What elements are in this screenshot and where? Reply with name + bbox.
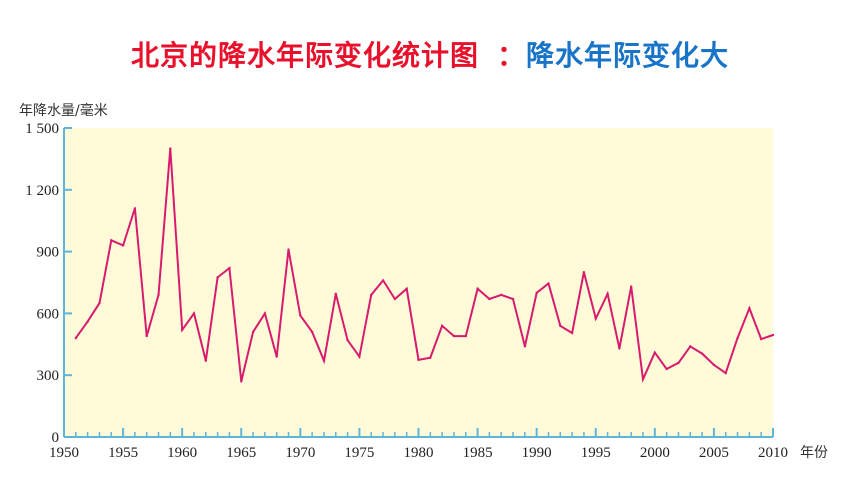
data-point — [287, 248, 290, 251]
x-tick-label: 1980 — [404, 445, 434, 461]
data-point — [405, 287, 408, 290]
y-tick-label: 600 — [37, 306, 60, 322]
data-point — [724, 371, 727, 375]
x-tick-label: 1955 — [108, 445, 138, 461]
x-tick-label: 1975 — [344, 445, 374, 461]
data-point — [145, 334, 148, 338]
data-point — [192, 312, 196, 315]
data-point — [216, 276, 219, 279]
data-point — [488, 297, 491, 301]
x-tick-label: 1960 — [167, 445, 197, 461]
x-tick-label: 2010 — [758, 445, 788, 461]
data-point — [381, 279, 385, 282]
data-point — [547, 282, 550, 285]
data-point — [98, 301, 101, 305]
y-tick-label: 0 — [52, 430, 60, 446]
x-tick-label: 1970 — [285, 445, 315, 461]
title-main: 北京的降水年际变化统计图 — [130, 39, 479, 72]
data-point — [559, 324, 562, 327]
data-point — [240, 380, 243, 383]
data-point — [322, 359, 326, 362]
data-point — [748, 307, 751, 310]
data-point — [74, 336, 78, 340]
data-point — [204, 359, 207, 362]
data-point — [464, 334, 467, 338]
data-point — [689, 345, 692, 348]
data-point — [523, 345, 527, 348]
data-point — [653, 351, 657, 354]
data-point — [275, 355, 278, 358]
data-point — [535, 291, 538, 294]
data-point — [618, 347, 621, 350]
y-tick-label: 900 — [37, 245, 60, 261]
data-point — [157, 293, 160, 297]
y-tick-label: 1 500 — [25, 121, 59, 137]
data-point — [228, 266, 231, 270]
data-point — [86, 320, 89, 323]
title-separator: ： — [496, 39, 526, 72]
data-point — [370, 293, 373, 297]
data-point — [169, 147, 172, 150]
precipitation-series-line — [74, 148, 774, 384]
y-tick-label: 1 200 — [25, 183, 59, 199]
data-point — [452, 334, 456, 338]
y-tick-label: 300 — [37, 368, 60, 384]
data-point — [594, 317, 597, 320]
x-tick-label: 1990 — [522, 445, 552, 461]
data-point — [358, 355, 361, 358]
data-point — [511, 297, 515, 301]
plot-background — [64, 128, 773, 437]
data-point — [677, 361, 680, 365]
y-axis-ticks: 0 300 600 900 1 200 1 500 — [25, 121, 72, 446]
data-point — [712, 363, 716, 367]
data-point — [500, 293, 503, 297]
data-point — [251, 330, 255, 334]
data-point — [630, 285, 633, 288]
data-point — [310, 330, 314, 334]
data-point — [570, 331, 574, 335]
data-point — [133, 207, 137, 210]
title-note: 降水年际变化大 — [526, 39, 730, 72]
x-tick-label: 1995 — [581, 445, 611, 461]
data-point — [299, 314, 302, 317]
series-layer — [74, 147, 775, 384]
data-point — [759, 337, 763, 341]
data-point — [263, 312, 267, 315]
data-point — [417, 358, 420, 361]
data-point — [334, 292, 337, 296]
data-point — [606, 292, 609, 296]
data-point — [121, 244, 125, 247]
x-tick-label: 2000 — [640, 445, 670, 461]
chart-title: 北京的降水年际变化统计图 ：降水年际变化大 — [0, 34, 860, 74]
x-axis-ticks: 1950 1955 1960 1965 1970 1975 1980 1985 1990 1995… — [49, 428, 788, 461]
data-point — [393, 297, 397, 301]
data-point — [582, 271, 586, 274]
y-axis-label: 年降水量/毫米 — [19, 102, 108, 119]
x-tick-label: 1965 — [226, 445, 256, 461]
data-point — [346, 338, 349, 342]
data-point — [665, 367, 668, 371]
data-point — [736, 336, 739, 340]
data-point — [700, 352, 704, 355]
data-point — [180, 328, 184, 332]
x-axis-label: 年份 — [800, 445, 828, 461]
data-point — [429, 356, 432, 359]
data-point — [110, 239, 113, 242]
x-tick-label: 1985 — [463, 445, 493, 461]
data-point — [641, 378, 645, 381]
x-tick-label: 1950 — [49, 445, 79, 461]
data-point — [440, 324, 444, 327]
data-point — [476, 287, 479, 290]
data-point — [771, 333, 775, 337]
x-tick-label: 2005 — [699, 445, 729, 461]
